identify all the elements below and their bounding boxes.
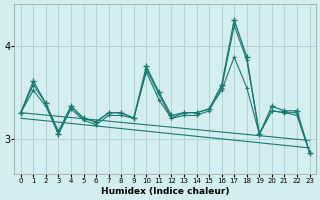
X-axis label: Humidex (Indice chaleur): Humidex (Indice chaleur) (101, 187, 229, 196)
